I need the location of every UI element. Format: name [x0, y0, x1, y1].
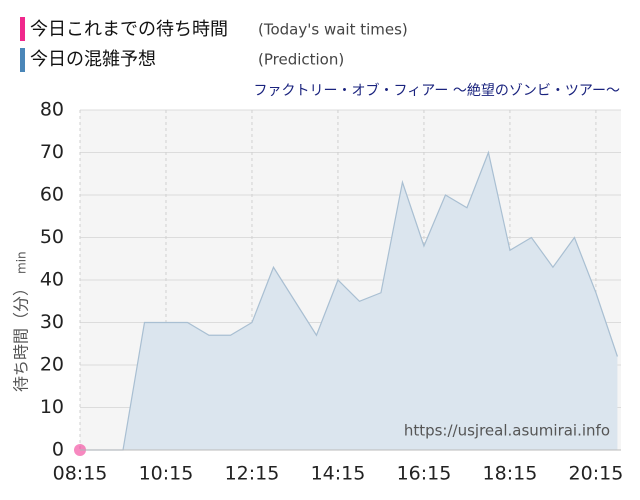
y-tick-label: 30 — [40, 311, 64, 333]
subtitle: ファクトリー・オブ・フィアー ～絶望のゾンビ・ツアー～ — [254, 82, 621, 99]
legend-swatch — [20, 17, 25, 41]
x-tick-label: 18:15 — [483, 463, 538, 485]
x-tick-label: 12:15 — [225, 463, 280, 485]
y-tick-label: 50 — [40, 226, 64, 248]
x-tick-label: 08:15 — [53, 463, 108, 485]
x-tick-label: 14:15 — [311, 463, 366, 485]
legend-note: (Today's wait times) — [258, 21, 408, 39]
y-tick-label: 60 — [40, 184, 64, 206]
legend-swatch — [20, 48, 25, 72]
legend-note: (Prediction) — [258, 51, 344, 69]
y-axis-label: 待ち時間（分） — [12, 280, 31, 392]
y-tick-label: 20 — [40, 354, 64, 376]
y-axis-unit: min — [15, 251, 29, 274]
line — [80, 150, 618, 451]
x-tick-label: 20:15 — [569, 463, 624, 485]
area — [80, 152, 618, 450]
legend-label: 今日の混雑予想 — [30, 49, 156, 70]
legend-label: 今日これまでの待ち時間 — [30, 19, 228, 40]
x-tick-label: 16:15 — [397, 463, 452, 485]
watermark: https://usjreal.asumirai.info — [404, 422, 610, 440]
y-tick-label: 0 — [52, 439, 64, 461]
y-tick-label: 70 — [40, 141, 64, 163]
y-tick-label: 10 — [40, 396, 64, 418]
x-tick-label: 10:15 — [139, 463, 194, 485]
y-tick-label: 80 — [40, 99, 64, 121]
y-tick-label: 40 — [40, 269, 64, 291]
